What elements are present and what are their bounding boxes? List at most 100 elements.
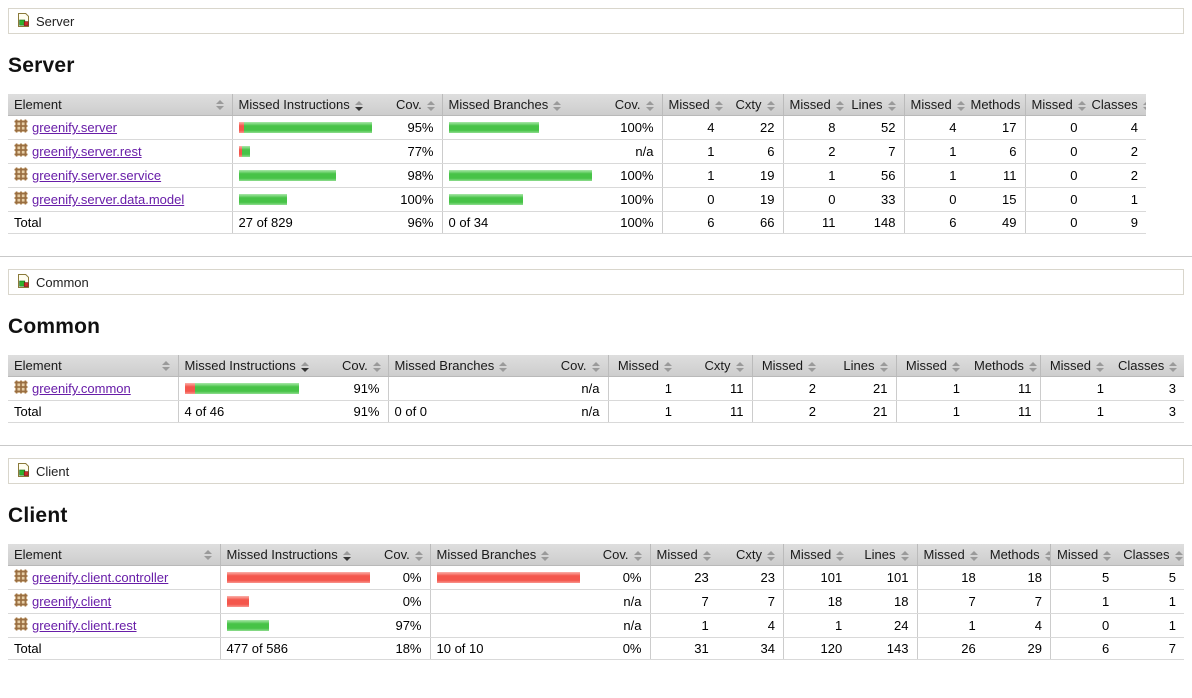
total-branches-cell: 10 of 10: [429, 637, 588, 660]
missed-cxty-cell: 1: [607, 376, 680, 401]
covered-bar-segment: [238, 170, 336, 181]
column-header-cxty[interactable]: Cxty: [722, 94, 783, 116]
missed-lines-cell: 8: [782, 115, 844, 140]
package-icon: [14, 569, 28, 586]
column-header-label: Methods: [974, 358, 1024, 373]
package-icon: [14, 380, 28, 397]
column-header-missed[interactable]: Missed: [783, 544, 851, 566]
column-header-missed[interactable]: Missed: [895, 355, 968, 377]
column-header-label: Missed: [656, 547, 698, 562]
breadcrumb-label: Server: [36, 13, 75, 29]
missed-cxty-cell: 4: [661, 115, 723, 140]
element-wrap: greenify.common: [14, 380, 170, 397]
column-header-cxty[interactable]: Cxty: [716, 544, 784, 566]
column-header-missed-branches[interactable]: Missed Branches: [441, 94, 600, 116]
column-header-missed[interactable]: Missed: [661, 94, 723, 116]
column-header-missed-instructions[interactable]: Missed Instructions: [219, 544, 378, 566]
element-wrap: greenify.client: [14, 593, 212, 610]
instruction-coverage-cell: 0%: [378, 589, 430, 614]
missed-classes-cell: 0: [1024, 115, 1086, 140]
total-cxty-cell: 66: [722, 211, 783, 234]
column-header-cxty[interactable]: Cxty: [680, 355, 752, 377]
total-row: Total 4 of 46 91% 0 of 0 n/a 1 11 2 21 1 11 1 3: [8, 400, 1184, 423]
column-header-missed-instructions[interactable]: Missed Instructions: [177, 355, 336, 377]
total-branches-cell: 0 of 34: [441, 211, 600, 234]
package-icon: [14, 167, 28, 184]
methods-cell: 18: [983, 565, 1051, 590]
element-wrap: greenify.server.rest: [14, 143, 224, 160]
column-header-label: Classes: [1123, 547, 1170, 562]
column-header-label: Missed: [668, 97, 710, 112]
package-link[interactable]: greenify.client: [32, 594, 112, 609]
column-header-missed[interactable]: Missed: [649, 544, 717, 566]
column-header-missed[interactable]: Missed: [916, 544, 984, 566]
column-header-lines[interactable]: Lines: [843, 94, 904, 116]
total-classes-cell: 3: [1112, 400, 1184, 423]
column-header-methods[interactable]: Methods: [968, 355, 1040, 377]
column-header-label: Missed: [761, 358, 803, 373]
package-link[interactable]: greenify.server.rest: [32, 144, 142, 159]
column-header-element[interactable]: Element: [8, 94, 232, 116]
methods-cell: 7: [983, 589, 1051, 614]
column-header-missed[interactable]: Missed: [751, 355, 824, 377]
section-title-server: Server: [8, 54, 75, 77]
column-header-missed[interactable]: Missed: [782, 94, 844, 116]
column-header-label: Missed Instructions: [184, 358, 296, 373]
sort-icon: [808, 361, 816, 372]
column-header-label: Cxty: [736, 547, 762, 562]
column-header-methods[interactable]: Methods: [983, 544, 1051, 566]
package-link[interactable]: greenify.server: [32, 120, 118, 135]
column-header-classes[interactable]: Classes: [1085, 94, 1146, 116]
column-header-cov-[interactable]: Cov.: [390, 94, 442, 116]
package-row: greenify.server.data.model 100% 100% 0 19 0 33…: [8, 187, 1146, 212]
sort-icon: [1044, 550, 1051, 561]
column-header-lines[interactable]: Lines: [850, 544, 917, 566]
column-header-missed-branches[interactable]: Missed Branches: [429, 544, 588, 566]
column-header-missed[interactable]: Missed: [1039, 355, 1112, 377]
missed-lines-cell: 18: [783, 589, 851, 614]
column-header-element[interactable]: Element: [8, 355, 178, 377]
column-header-label: Missed: [1031, 97, 1073, 112]
column-header-missed-instructions[interactable]: Missed Instructions: [231, 94, 390, 116]
total-branch-coverage-cell: 100%: [600, 211, 662, 234]
package-link[interactable]: greenify.client.controller: [32, 570, 169, 585]
column-header-element[interactable]: Element: [8, 544, 220, 566]
column-header-label: Missed Instructions: [238, 97, 350, 112]
total-missed-methods-cell: 6: [903, 211, 965, 234]
missed-bar-segment: [226, 572, 370, 583]
column-header-cov-[interactable]: Cov.: [600, 94, 662, 116]
column-header-missed[interactable]: Missed: [903, 94, 965, 116]
sort-icon: [645, 100, 654, 111]
column-header-cov-[interactable]: Cov.: [588, 544, 650, 566]
package-link[interactable]: greenify.common: [32, 381, 131, 396]
sort-icon: [887, 100, 896, 111]
column-header-missed[interactable]: Missed: [1050, 544, 1118, 566]
column-header-classes[interactable]: Classes: [1112, 355, 1184, 377]
total-missed-classes-cell: 6: [1050, 637, 1118, 660]
total-branches-cell: 0 of 0: [387, 400, 546, 423]
column-header-methods[interactable]: Methods: [964, 94, 1025, 116]
column-header-missed[interactable]: Missed: [607, 355, 680, 377]
total-missed-classes-cell: 1: [1039, 400, 1112, 423]
column-header-cov-[interactable]: Cov.: [336, 355, 388, 377]
column-header-cov-[interactable]: Cov.: [378, 544, 430, 566]
missed-instructions-bar-cell: [231, 163, 390, 188]
column-header-lines[interactable]: Lines: [824, 355, 896, 377]
package-link[interactable]: greenify.server.data.model: [32, 192, 185, 207]
total-cxty-cell: 34: [716, 637, 784, 660]
column-header-cov-[interactable]: Cov.: [546, 355, 608, 377]
element-cell: greenify.client.rest: [8, 613, 220, 638]
sort-icon: [735, 361, 744, 372]
group-icon: [15, 12, 31, 31]
column-header-missed-branches[interactable]: Missed Branches: [387, 355, 546, 377]
column-header-missed[interactable]: Missed: [1024, 94, 1086, 116]
missed-methods-cell: 7: [916, 589, 984, 614]
column-header-label: Element: [14, 358, 62, 373]
column-header-classes[interactable]: Classes: [1117, 544, 1184, 566]
package-link[interactable]: greenify.server.service: [32, 168, 162, 183]
package-link[interactable]: greenify.client.rest: [32, 618, 137, 633]
header-row: Element Missed Instructions Cov. Missed Bra…: [8, 355, 1184, 377]
sort-icon: [1028, 361, 1037, 372]
breadcrumb-client: Client: [8, 458, 1184, 484]
total-missed-methods-cell: 1: [895, 400, 968, 423]
